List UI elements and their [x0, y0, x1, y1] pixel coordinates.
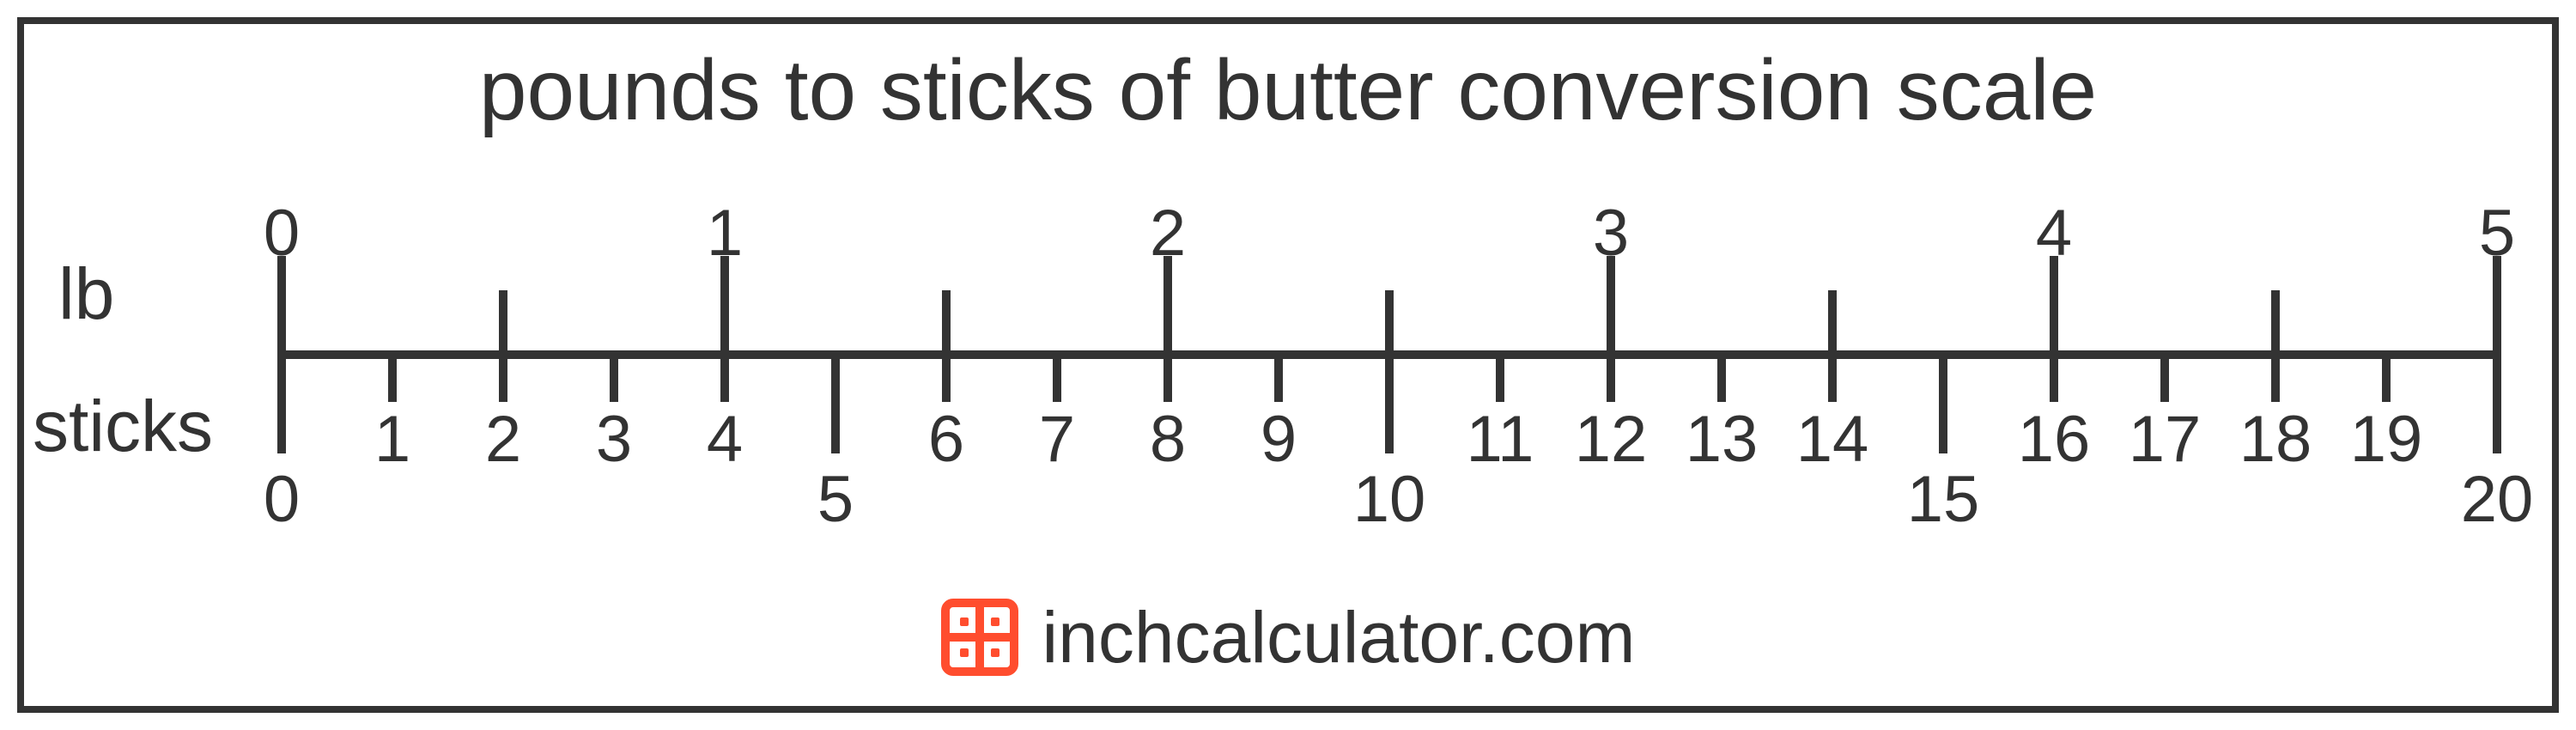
tick-label-bottom: 7 [1039, 402, 1075, 477]
tick-bottom [2382, 350, 2391, 402]
tick-top [2050, 256, 2058, 359]
tick-bottom [720, 350, 729, 402]
tick-bottom [2271, 350, 2280, 402]
tick-label-top: 1 [707, 196, 743, 271]
tick-label-bottom: 13 [1686, 402, 1759, 477]
tick-bottom [1607, 350, 1615, 402]
tick-bottom [2160, 350, 2169, 402]
tick-label-bottom: 14 [1796, 402, 1869, 477]
tick-label-top: 5 [2479, 196, 2515, 271]
tick-top [1385, 290, 1394, 359]
tick-label-bottom: 9 [1261, 402, 1297, 477]
tick-label-top: 4 [2036, 196, 2072, 271]
unit-label-top: lb [58, 252, 114, 336]
conversion-scale: lb sticks 012345 01234567891011121314151… [24, 170, 2552, 539]
tick-bottom [831, 350, 840, 453]
tick-bottom [277, 350, 286, 453]
tick-top [2271, 290, 2280, 359]
tick-bottom [1717, 350, 1726, 402]
tick-label-bottom: 16 [2018, 402, 2091, 477]
tick-bottom [1385, 350, 1394, 453]
footer: inchcalculator.com [24, 596, 2552, 681]
tick-label-bottom: 6 [928, 402, 964, 477]
tick-label-bottom: 5 [817, 462, 854, 537]
tick-bottom [388, 350, 397, 402]
diagram-title: pounds to sticks of butter conversion sc… [24, 41, 2552, 140]
tick-top [1607, 256, 1615, 359]
tick-top [1828, 290, 1837, 359]
tick-label-bottom: 0 [264, 462, 300, 537]
tick-label-top: 2 [1150, 196, 1186, 271]
tick-label-bottom: 20 [2461, 462, 2534, 537]
tick-top [1163, 256, 1172, 359]
tick-bottom [942, 350, 951, 402]
tick-top [277, 256, 286, 359]
tick-label-bottom: 15 [1907, 462, 1980, 537]
diagram-frame: pounds to sticks of butter conversion sc… [17, 17, 2559, 713]
tick-bottom [1496, 350, 1504, 402]
unit-label-bottom: sticks [33, 385, 213, 468]
tick-top [720, 256, 729, 359]
tick-bottom [1828, 350, 1837, 402]
tick-label-top: 3 [1593, 196, 1629, 271]
tick-label-bottom: 12 [1575, 402, 1648, 477]
tick-top [942, 290, 951, 359]
tick-bottom [1163, 350, 1172, 402]
tick-label-bottom: 11 [1467, 402, 1534, 477]
tick-label-bottom: 4 [707, 402, 743, 477]
tick-bottom [499, 350, 507, 402]
tick-bottom [1274, 350, 1283, 402]
tick-bottom [1053, 350, 1061, 402]
calculator-icon [941, 599, 1018, 676]
tick-label-bottom: 3 [596, 402, 632, 477]
tick-label-bottom: 1 [374, 402, 410, 477]
tick-label-bottom: 19 [2350, 402, 2423, 477]
tick-label-bottom: 17 [2129, 402, 2202, 477]
tick-label-bottom: 18 [2239, 402, 2312, 477]
tick-label-top: 0 [264, 196, 300, 271]
tick-bottom [2050, 350, 2058, 402]
tick-bottom [2493, 350, 2501, 453]
tick-bottom [610, 350, 618, 402]
tick-label-bottom: 8 [1150, 402, 1186, 477]
tick-top [2493, 256, 2501, 359]
tick-bottom [1939, 350, 1947, 453]
tick-top [499, 290, 507, 359]
footer-site: inchcalculator.com [1042, 596, 1636, 679]
tick-label-bottom: 2 [485, 402, 521, 477]
tick-label-bottom: 10 [1353, 462, 1426, 537]
